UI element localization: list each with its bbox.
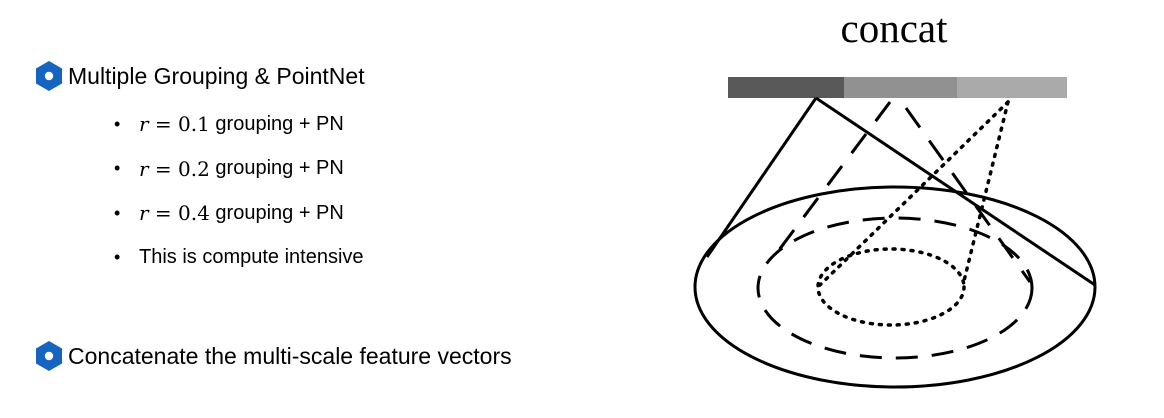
bullet-text: grouping + PN [209, 112, 344, 135]
math-expression: r = 0.2 [139, 156, 210, 181]
feature-segment-1 [728, 77, 844, 98]
list-item: • r = 0.4 grouping + PN [114, 201, 364, 225]
bullet-dot: • [114, 247, 121, 267]
math-expression: r = 0.4 [139, 201, 210, 225]
section-heading-concatenate: Concatenate the multi-scale feature vect… [33, 340, 512, 372]
outer-ellipse [693, 185, 1097, 389]
heading-text: Concatenate the multi-scale feature vect… [68, 342, 512, 369]
solid-cone-left-line [705, 97, 818, 258]
middle-dashed-ellipse [756, 216, 1034, 360]
dotted-cone-left-line [818, 100, 1010, 287]
inner-dotted-ellipse [816, 247, 966, 327]
section-heading-multiple-grouping: Multiple Grouping & PointNet [33, 60, 365, 92]
multi-scale-grouping-diagram: concat [693, 5, 1097, 389]
bullet-list: • r = 0.1 grouping + PN • r = 0.2 groupi… [114, 112, 364, 290]
bullet-text: This is compute intensive [139, 246, 364, 268]
math-expression: r = 0.1 [139, 112, 210, 136]
feature-segment-2 [844, 77, 957, 98]
list-item: • r = 0.1 grouping + PN [114, 112, 364, 136]
feature-segment-3 [957, 77, 1067, 98]
heading-text: Multiple Grouping & PointNet [68, 62, 365, 89]
concat-feature-bar [728, 77, 1067, 98]
hexagon-bullet-icon [36, 61, 62, 91]
bullet-text: grouping + PN [209, 157, 344, 179]
concat-title: concat [841, 5, 949, 51]
dashed-cone-right-line [904, 107, 1032, 283]
list-item: • r = 0.2 grouping + PN [114, 157, 364, 181]
bullet-dot: • [114, 113, 121, 134]
dashed-cone-left-line [768, 101, 892, 263]
bullet-text: grouping + PN [209, 201, 344, 224]
list-item: • This is compute intensive [114, 246, 364, 270]
solid-cone-right-line [815, 96, 1096, 287]
hexagon-bullet-icon [36, 341, 62, 371]
bullet-dot: • [114, 158, 121, 178]
bullet-dot: • [114, 202, 121, 223]
